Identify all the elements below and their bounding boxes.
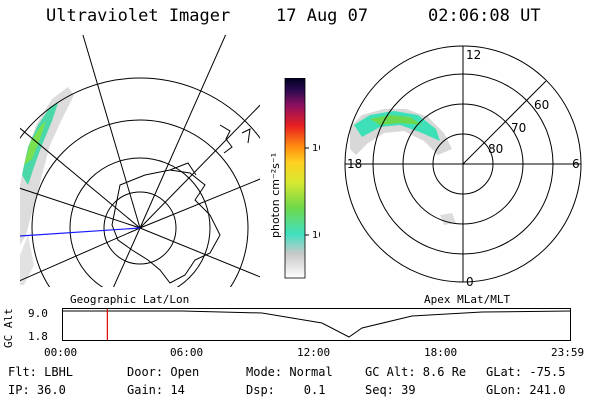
- info-dsp: Dsp: 0.1: [246, 383, 326, 397]
- info-glon: GLon: 241.0: [486, 383, 566, 397]
- colorbar-tick-10: 10: [312, 230, 320, 241]
- altitude-timeline: [62, 308, 572, 341]
- info-glat: GLat: -75.5: [486, 365, 566, 379]
- colorbar: 100 10 photon cm⁻²s⁻¹: [269, 78, 320, 279]
- mlt-label-12: 12: [466, 48, 481, 62]
- magnetic-polar-plot: 12 0 18 6 60 70 80: [344, 45, 582, 289]
- info-door: Door: Open: [127, 365, 200, 379]
- timeline-ylabel: GC Alt: [2, 308, 15, 348]
- timeline-ytick-9: 9.0: [28, 307, 48, 320]
- aurora-emission: [20, 87, 74, 285]
- right-panel-caption: Apex MLat/MLT: [424, 293, 511, 306]
- colorbar-tick-100: 100: [312, 143, 320, 154]
- mlat-label-70: 70: [511, 121, 526, 135]
- info-filter: Flt: LBHL: [8, 365, 74, 379]
- date-label: 17 Aug 07: [276, 6, 369, 26]
- mlt-label-0: 0: [466, 275, 474, 289]
- time-label: 02:06:08 UT: [428, 6, 541, 26]
- timeline-ytick-1-8: 1.8: [28, 330, 48, 343]
- mlat-label-60: 60: [534, 98, 549, 112]
- geographic-map: [20, 35, 260, 287]
- colorbar-unit-label: photon cm⁻²s⁻¹: [269, 153, 282, 238]
- info-gc-alt: GC Alt: 8.6 Re: [365, 365, 467, 379]
- timeline-xtick-1200: 12:00: [297, 346, 331, 359]
- app-title: Ultraviolet Imager: [46, 6, 231, 26]
- timeline-xtick-0000: 00:00: [44, 346, 78, 359]
- mlt-label-18: 18: [347, 157, 362, 171]
- info-mode: Mode: Normal: [246, 365, 333, 379]
- timeline-xtick-2359: 23:59: [551, 346, 585, 359]
- mlt-label-6: 6: [572, 157, 580, 171]
- left-panel-caption: Geographic Lat/Lon: [70, 293, 190, 306]
- timeline-xtick-1800: 18:00: [424, 346, 458, 359]
- info-gain: Gain: 14: [127, 383, 185, 397]
- aurora-emission-mag: [350, 109, 456, 225]
- timeline-xtick-0600: 06:00: [170, 346, 204, 359]
- mlat-label-80: 80: [488, 142, 503, 156]
- info-ip: IP: 36.0: [8, 383, 66, 397]
- info-seq: Seq: 39: [365, 383, 416, 397]
